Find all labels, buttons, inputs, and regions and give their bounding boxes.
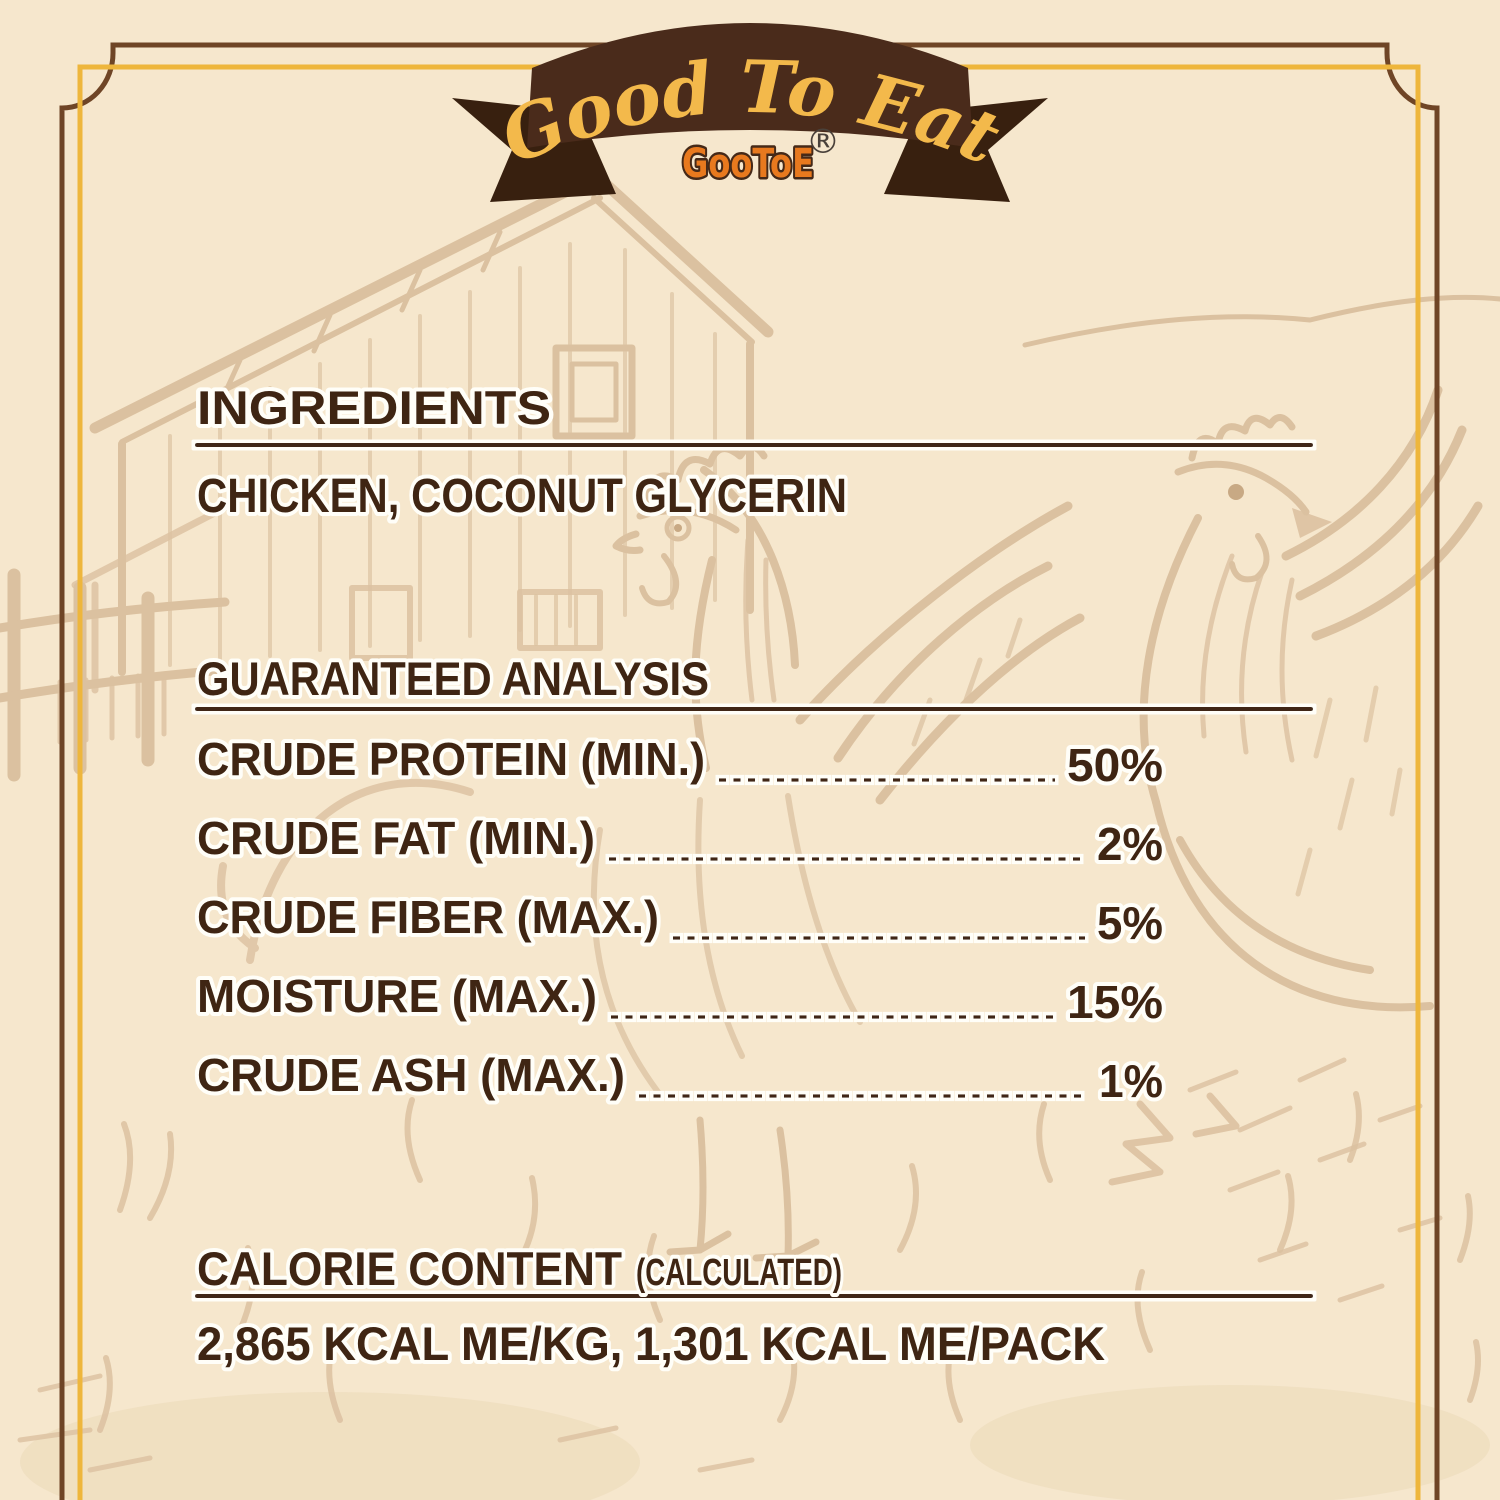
rooster-illustration-right [1139, 385, 1483, 1012]
label-content: INGREDIENTS CHICKEN, COCONUT GLYCERIN GU… [193, 377, 1313, 1374]
calorie-content-heading: CALORIE CONTENT [197, 1242, 622, 1295]
calorie-content-value: 2,865 KCAL ME/KG, 1,301 KCAL ME/PACK [197, 1317, 1105, 1370]
analysis-row-label: CRUDE PROTEIN (MIN.) [197, 733, 705, 785]
barn-illustration [71, 170, 774, 694]
analysis-row-value: 1% [1099, 1055, 1163, 1107]
grass-illustration [17, 1057, 1490, 1500]
calorie-content-qualifier: (CALCULATED) [636, 1252, 842, 1294]
analysis-row-value: 5% [1097, 897, 1163, 949]
registered-trademark-icon: ® [806, 122, 840, 162]
ingredients-heading: INGREDIENTS [197, 381, 551, 434]
analysis-row-value: 15% [1067, 976, 1163, 1028]
title-banner: Good To Eat GooToE ® [452, 23, 1048, 202]
brand-logo: GooToE [682, 141, 814, 187]
ingredients-value: CHICKEN, COCONUT GLYCERIN [197, 470, 847, 523]
banner-ribbon-icon [527, 23, 973, 148]
guaranteed-analysis-heading: GUARANTEED ANALYSIS [197, 652, 709, 705]
analysis-row-label: CRUDE ASH (MAX.) [197, 1049, 625, 1101]
analysis-row-label: MOISTURE (MAX.) [197, 970, 597, 1022]
farm-illustration [0, 170, 1500, 1500]
analysis-row-label: CRUDE FIBER (MAX.) [197, 891, 659, 943]
analysis-row-label: CRUDE FAT (MIN.) [197, 812, 595, 864]
hill-line [1022, 294, 1500, 348]
analysis-row-value: 2% [1097, 818, 1163, 870]
rules-and-leaders [195, 443, 1313, 1298]
fence-illustration [0, 568, 230, 782]
analysis-row-value: 50% [1067, 739, 1163, 791]
